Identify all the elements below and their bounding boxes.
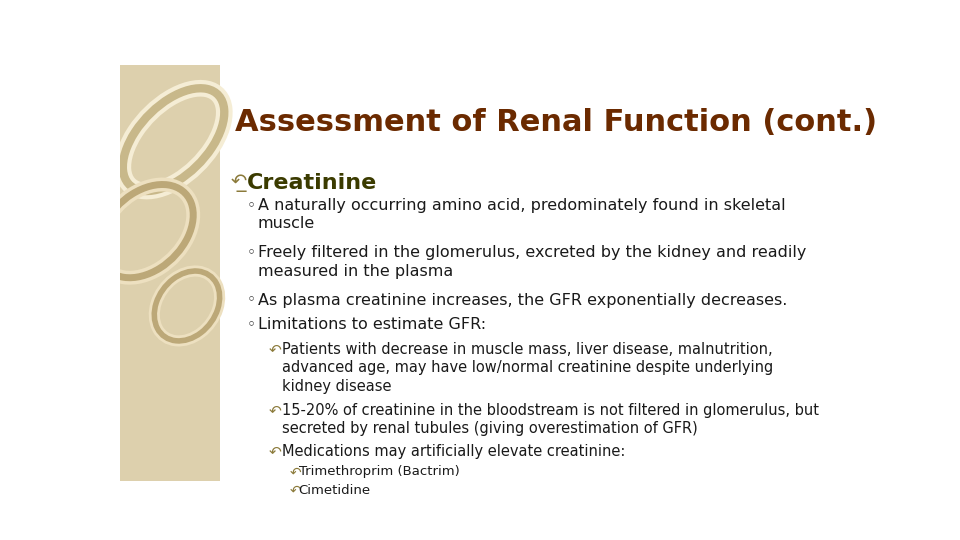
Text: Freely filtered in the glomerulus, excreted by the kidney and readily
measured i: Freely filtered in the glomerulus, excre… xyxy=(257,245,806,279)
Text: ↶: ↶ xyxy=(269,403,281,418)
Text: Cimetidine: Cimetidine xyxy=(299,484,371,497)
Text: Patients with decrease in muscle mass, liver disease, malnutrition,
advanced age: Patients with decrease in muscle mass, l… xyxy=(282,342,774,394)
Text: ◦: ◦ xyxy=(247,245,255,260)
Bar xyxy=(120,65,221,481)
Text: ↶: ↶ xyxy=(269,444,281,459)
Text: Limitations to estimate GFR:: Limitations to estimate GFR: xyxy=(257,317,486,332)
Text: Trimethroprim (Bactrim): Trimethroprim (Bactrim) xyxy=(299,465,459,478)
Text: ◦: ◦ xyxy=(247,317,255,332)
Text: ◦: ◦ xyxy=(247,293,255,308)
Text: ↶̲: ↶̲ xyxy=(230,173,247,192)
Text: ↶: ↶ xyxy=(269,342,281,357)
Text: 15-20% of creatinine in the bloodstream is not filtered in glomerulus, but
secre: 15-20% of creatinine in the bloodstream … xyxy=(282,403,819,436)
Text: Medications may artificially elevate creatinine:: Medications may artificially elevate cre… xyxy=(282,444,626,459)
Text: ↶: ↶ xyxy=(290,465,301,479)
Text: Assessment of Renal Function (cont.): Assessment of Renal Function (cont.) xyxy=(235,109,877,138)
Text: ↶: ↶ xyxy=(290,484,301,498)
Text: A naturally occurring amino acid, predominately found in skeletal
muscle: A naturally occurring amino acid, predom… xyxy=(257,198,785,232)
Text: As plasma creatinine increases, the GFR exponentially decreases.: As plasma creatinine increases, the GFR … xyxy=(257,293,787,308)
Text: Creatinine: Creatinine xyxy=(247,173,376,193)
Text: ◦: ◦ xyxy=(247,198,255,213)
